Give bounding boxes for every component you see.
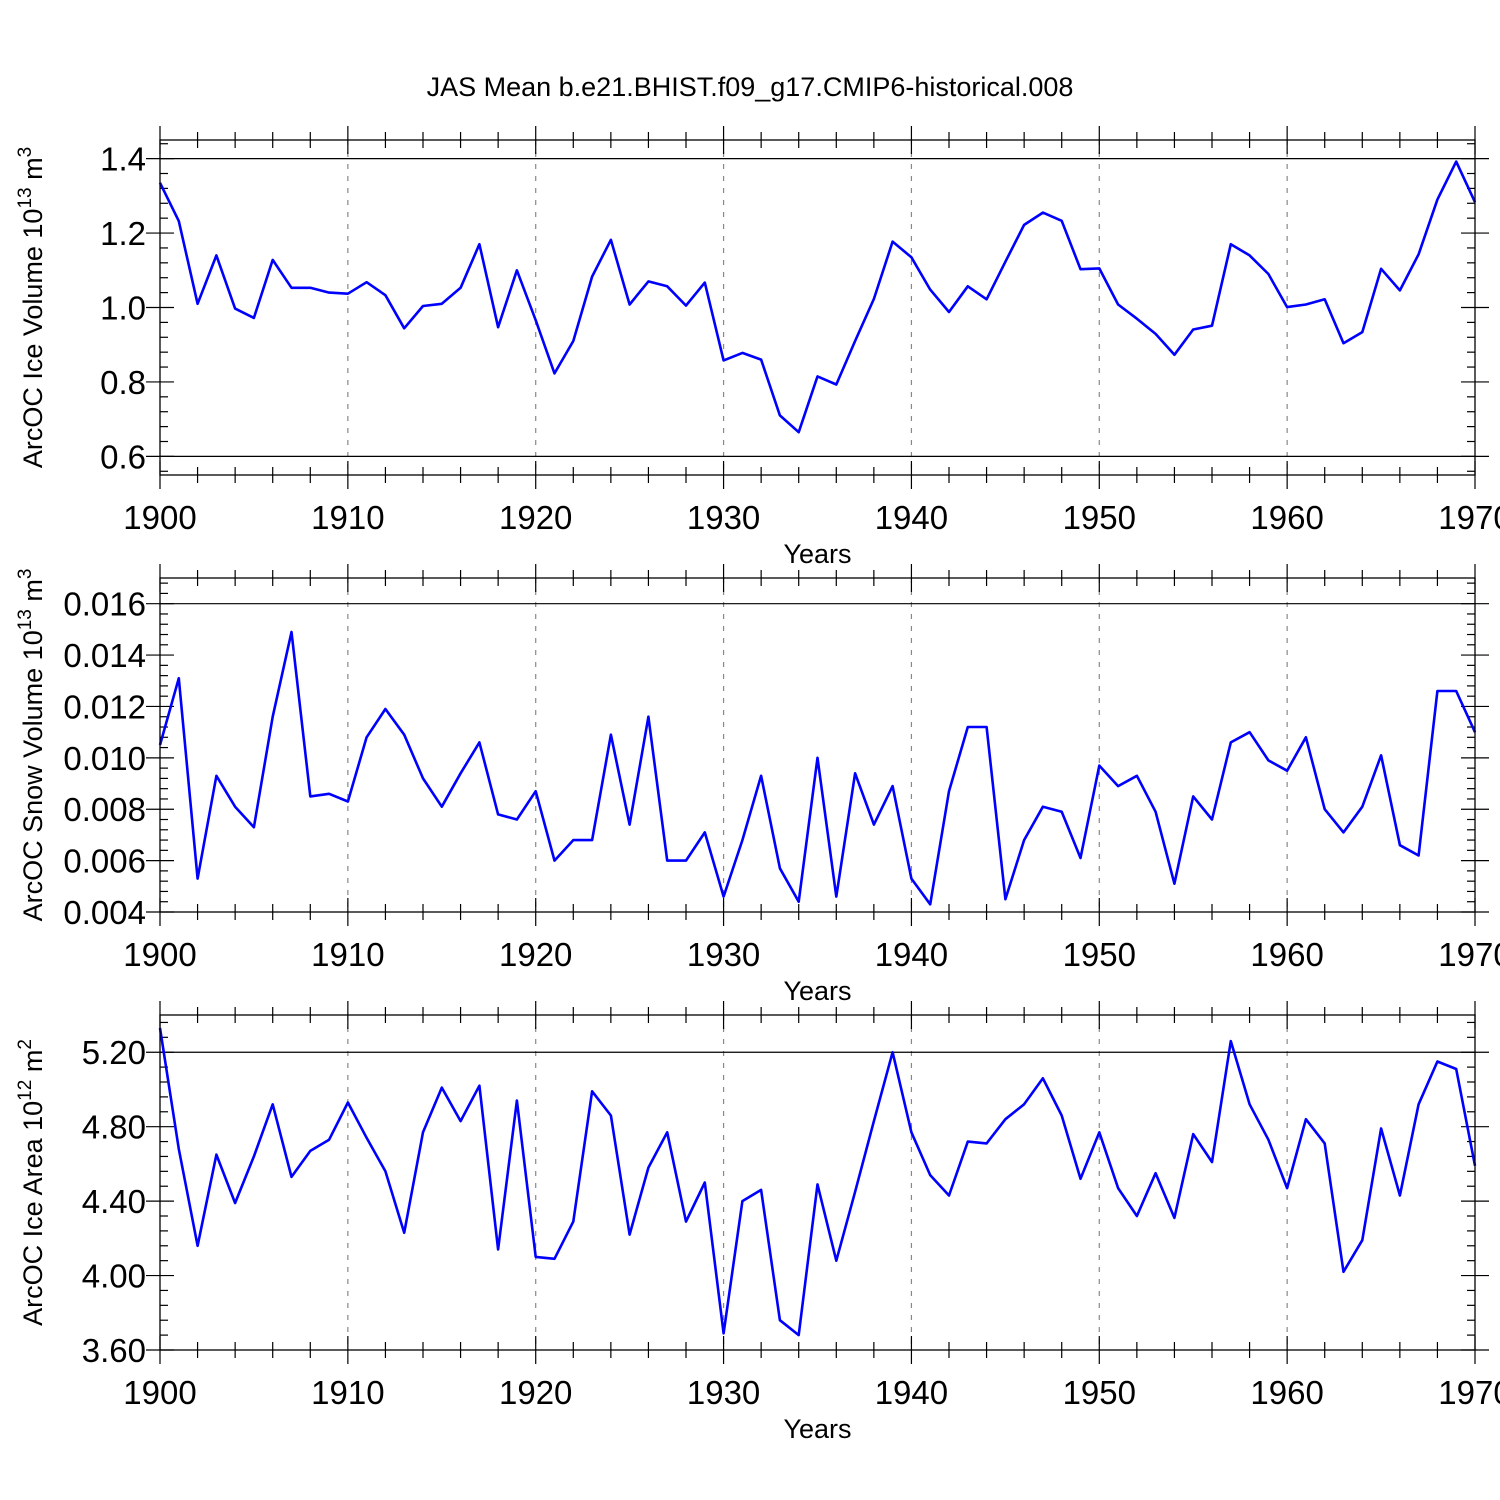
y-tick-label: 0.004 [63, 894, 146, 931]
y-axis-title-exponent: 12 [15, 1080, 36, 1101]
y-tick-label: 0.8 [100, 364, 146, 401]
x-tick-label: 1950 [1063, 499, 1136, 536]
y-tick-label: 4.80 [82, 1109, 146, 1146]
ice-area-panel: 3.60 4.00 4.40 4.80 5.20 1900 1910 1920 1930 1940… [15, 1001, 1500, 1444]
x-tick-label: 1900 [123, 1374, 196, 1411]
y-axis-title-unit: m [18, 157, 48, 187]
y-tick-label: 0.016 [63, 586, 146, 623]
y-axis-title-unit: m [18, 1050, 48, 1080]
y-axis-title-text: ArcOC Ice Area 10 [18, 1101, 48, 1326]
x-tick-label: 1910 [311, 1374, 384, 1411]
y-axis-title: ArcOC Ice Volume 1013 m3 [15, 147, 48, 468]
x-axis-title: Years [783, 539, 851, 569]
y-tick-label: 0.6 [100, 438, 146, 475]
series-line [158, 160, 1477, 434]
y-axis-title-exponent: 13 [15, 609, 36, 630]
x-tick-label: 1940 [875, 499, 948, 536]
x-axis-title: Years [783, 1414, 851, 1444]
plot-frame [159, 139, 1476, 476]
x-tick-label: 1950 [1063, 936, 1136, 973]
x-tick-label: 1910 [311, 499, 384, 536]
x-tick-label: 1960 [1250, 1374, 1323, 1411]
x-tick-label: 1940 [875, 1374, 948, 1411]
y-tick-label: 4.40 [82, 1183, 146, 1220]
x-tick-label: 1920 [499, 1374, 572, 1411]
y-axis-title-unit-exponent: 3 [15, 147, 36, 158]
y-axis-title-unit-exponent: 2 [15, 1039, 36, 1050]
x-tick-label: 1930 [687, 499, 760, 536]
x-tick-label: 1910 [311, 936, 384, 973]
x-tick-label: 1960 [1250, 936, 1323, 973]
y-axis-title-text: ArcOC Ice Volume 10 [18, 209, 48, 469]
y-axis-title-unit-exponent: 3 [15, 569, 36, 580]
x-tick-label: 1930 [687, 936, 760, 973]
y-axis-title: ArcOC Ice Area 1012 m2 [15, 1039, 48, 1326]
y-tick-label: 1.2 [100, 215, 146, 252]
plot-frame [159, 1014, 1476, 1351]
y-tick-label: 1.4 [100, 141, 146, 178]
y-axis-title: ArcOC Snow Volume 1013 m3 [15, 569, 48, 922]
y-tick-label: 3.60 [82, 1332, 146, 1369]
y-axis-title-unit: m [18, 579, 48, 609]
x-tick-label: 1920 [499, 936, 572, 973]
x-tick-label: 1970 [1438, 499, 1500, 536]
y-tick-label: 0.006 [63, 843, 146, 880]
x-tick-label: 1950 [1063, 1374, 1136, 1411]
ice-volume-panel: 0.6 0.8 1.0 1.2 1.4 1900 1910 1920 1930 1940 1950 1… [15, 126, 1500, 569]
x-tick-label: 1930 [687, 1374, 760, 1411]
chart-title: JAS Mean b.e21.BHIST.f09_g17.CMIP6-histo… [427, 72, 1074, 102]
y-tick-label: 0.008 [63, 791, 146, 828]
y-tick-label: 0.014 [63, 637, 146, 674]
y-tick-label: 0.010 [63, 740, 146, 777]
y-axis-title-exponent: 13 [15, 187, 36, 208]
series-line [158, 1027, 1477, 1337]
x-tick-label: 1920 [499, 499, 572, 536]
x-axis-title: Years [783, 976, 851, 1006]
y-tick-label: 4.00 [82, 1258, 146, 1295]
x-tick-label: 1970 [1438, 936, 1500, 973]
plot-frame [159, 577, 1476, 913]
snow-volume-panel: 0.004 0.006 0.008 0.010 0.012 0.014 0.016 1900 1… [15, 564, 1500, 1006]
y-tick-label: 5.20 [82, 1034, 146, 1071]
x-tick-label: 1900 [123, 499, 196, 536]
x-tick-label: 1940 [875, 936, 948, 973]
y-axis-title-text: ArcOC Snow Volume 10 [18, 630, 48, 921]
y-tick-label: 0.012 [63, 688, 146, 725]
x-tick-label: 1900 [123, 936, 196, 973]
y-tick-label: 1.0 [100, 290, 146, 327]
x-tick-label: 1970 [1438, 1374, 1500, 1411]
series-line [158, 630, 1477, 906]
x-tick-label: 1960 [1250, 499, 1323, 536]
